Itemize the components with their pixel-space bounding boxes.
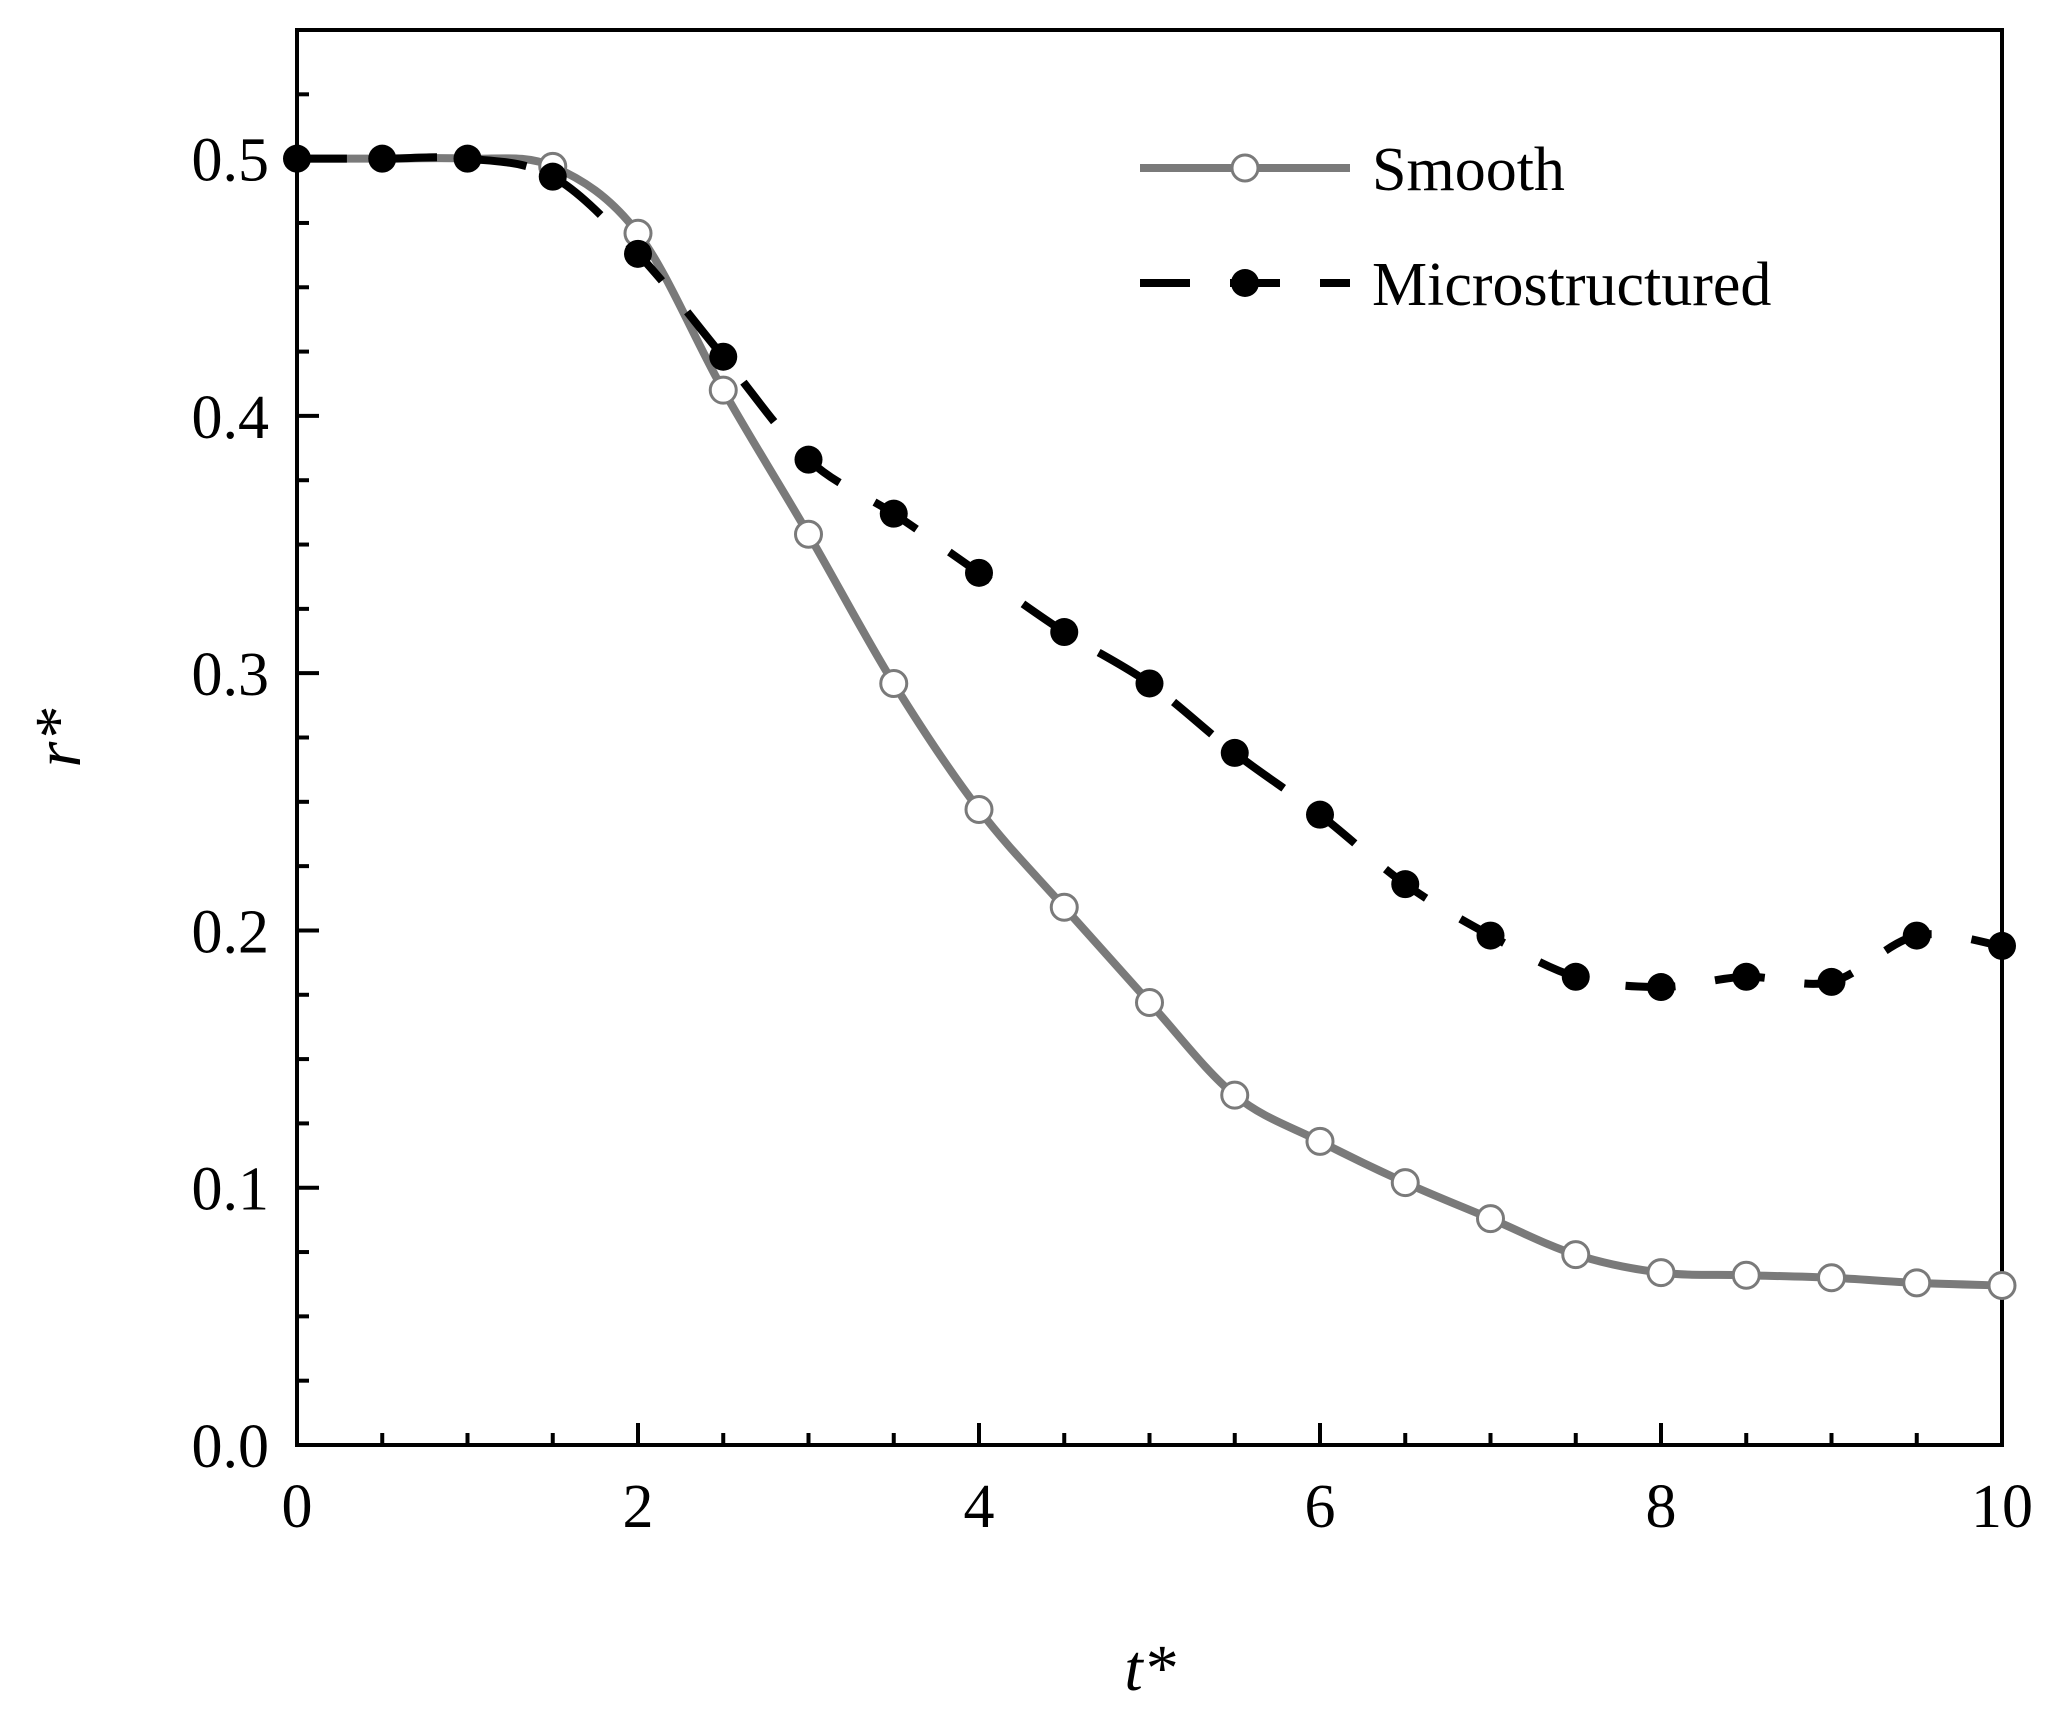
y-axis-title: r*	[22, 709, 95, 768]
legend: Smooth Microstructured	[1140, 136, 1771, 319]
microstructured-marker	[879, 499, 908, 528]
smooth-marker	[1902, 1268, 1932, 1298]
microstructured-marker	[1476, 921, 1505, 950]
microstructured-marker	[1050, 618, 1079, 647]
smooth-marker	[1220, 1080, 1250, 1110]
x-tick-marks	[295, 1423, 2004, 1445]
microstructured-marker	[965, 558, 993, 587]
y-tick-marks	[297, 156, 319, 1447]
microstructured-marker	[1561, 962, 1590, 991]
smooth-marker	[1987, 1270, 2017, 1300]
smooth-marker	[1476, 1204, 1505, 1234]
microstructured-marker	[1135, 669, 1164, 698]
microstructured-marker	[1902, 921, 1931, 950]
microstructured-marker	[1306, 800, 1334, 829]
microstructured-marker	[1732, 962, 1761, 991]
microstructured-marker	[1220, 738, 1249, 767]
x-tick-label: 10	[1971, 1473, 2033, 1541]
y-tick-label: 0.3	[192, 641, 270, 709]
x-tick-label: 4	[964, 1473, 995, 1541]
smooth-marker	[1817, 1263, 1846, 1293]
legend-swatch-micro-marker	[1231, 269, 1259, 297]
microstructured-marker	[1817, 967, 1846, 996]
y-tick-label: 0.0	[192, 1413, 270, 1481]
x-tick-label: 8	[1646, 1473, 1677, 1541]
smooth-marker	[964, 795, 994, 825]
microstructured-marker	[368, 144, 397, 173]
microstructured-marker	[794, 445, 823, 474]
smooth-marker	[1731, 1260, 1761, 1290]
x-tick-label: 2	[623, 1473, 654, 1541]
y-tick-label: 0.4	[192, 384, 270, 452]
smooth-marker	[708, 375, 738, 405]
legend-swatch-smooth-marker	[1230, 153, 1260, 183]
x-tick-label: 6	[1305, 1473, 1336, 1541]
microstructured-marker	[453, 144, 482, 173]
smooth-marker	[794, 519, 823, 549]
microstructured-marker	[538, 162, 567, 191]
x-axis-title: t*	[1124, 1632, 1175, 1705]
y-tick-label: 0.5	[192, 127, 270, 195]
series-smooth-line	[297, 154, 2003, 1290]
smooth-marker	[879, 668, 909, 698]
x-tick-label: 0	[282, 1473, 313, 1541]
smooth-marker	[1305, 1126, 1335, 1156]
legend-label-smooth: Smooth	[1372, 136, 1565, 204]
plot-frame	[295, 28, 2004, 1447]
smooth-marker	[1646, 1258, 1676, 1288]
y-tick-label: 0.1	[192, 1156, 270, 1224]
series-layer	[283, 144, 2017, 1300]
legend-label-microstructured: Microstructured	[1372, 251, 1771, 319]
minor-ticks	[297, 28, 1919, 1445]
microstructured-marker	[1988, 931, 2016, 960]
smooth-marker	[1049, 892, 1079, 922]
microstructured-marker	[1391, 870, 1420, 899]
microstructured-marker	[1647, 973, 1675, 1002]
smooth-marker	[1390, 1168, 1420, 1198]
smooth-marker	[1561, 1240, 1591, 1270]
microstructured-marker	[283, 144, 311, 173]
microstructured-marker	[709, 342, 738, 371]
x-tick-labels: 0 2 4 6 8 10	[282, 1473, 2034, 1541]
microstructured-marker	[624, 239, 652, 268]
y-tick-labels: 0.0 0.1 0.2 0.3 0.4 0.5	[192, 127, 270, 1481]
y-tick-label: 0.2	[192, 898, 270, 966]
smooth-marker	[1135, 987, 1164, 1017]
